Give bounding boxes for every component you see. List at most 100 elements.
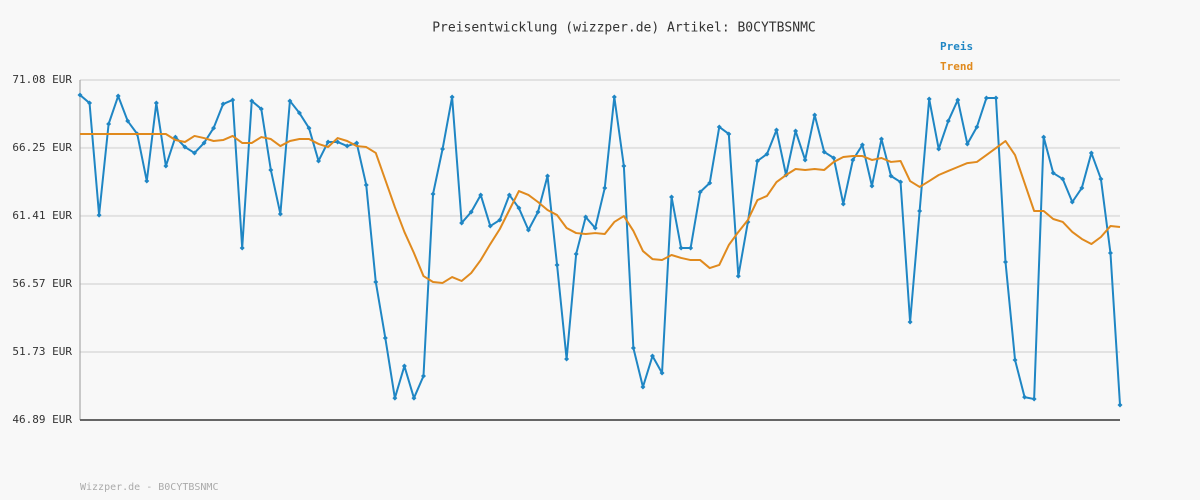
data-point bbox=[306, 125, 312, 131]
data-point bbox=[573, 251, 579, 257]
data-point bbox=[649, 353, 655, 359]
data-point bbox=[239, 245, 245, 251]
data-point bbox=[392, 395, 398, 401]
data-point bbox=[936, 146, 942, 152]
data-point bbox=[153, 100, 159, 106]
data-point bbox=[602, 185, 608, 191]
data-point bbox=[468, 209, 474, 215]
data-point bbox=[583, 214, 589, 220]
data-point bbox=[707, 180, 713, 186]
data-point bbox=[926, 96, 932, 102]
data-point bbox=[268, 167, 274, 173]
data-point bbox=[764, 151, 770, 157]
y-tick-label: 56.57 EUR bbox=[12, 277, 72, 290]
y-tick-label: 46.89 EUR bbox=[12, 413, 72, 426]
data-point bbox=[449, 94, 455, 100]
data-point bbox=[1088, 150, 1094, 156]
data-point bbox=[850, 157, 856, 163]
data-point bbox=[697, 189, 703, 195]
data-point bbox=[516, 205, 522, 211]
data-point bbox=[545, 173, 551, 179]
data-point bbox=[144, 178, 150, 184]
data-point bbox=[191, 150, 197, 156]
data-point bbox=[535, 209, 541, 215]
data-point bbox=[831, 155, 837, 161]
y-tick-label: 61.41 EUR bbox=[12, 209, 72, 222]
data-point bbox=[1022, 394, 1028, 400]
data-point bbox=[859, 142, 865, 148]
data-point bbox=[1041, 134, 1047, 140]
data-point bbox=[487, 223, 493, 229]
data-point bbox=[840, 201, 846, 207]
data-point bbox=[774, 127, 780, 133]
data-point bbox=[430, 191, 436, 197]
data-point bbox=[554, 262, 560, 268]
data-point bbox=[974, 124, 980, 130]
data-point bbox=[287, 98, 293, 104]
data-point bbox=[983, 95, 989, 101]
data-point bbox=[888, 173, 894, 179]
data-point bbox=[201, 140, 207, 146]
data-point bbox=[564, 356, 570, 362]
data-point bbox=[993, 95, 999, 101]
data-point bbox=[1098, 176, 1104, 182]
data-point bbox=[440, 146, 446, 152]
data-point bbox=[497, 217, 503, 223]
data-point bbox=[325, 139, 331, 145]
legend-entry: Trend bbox=[940, 60, 973, 73]
data-point bbox=[955, 97, 961, 103]
data-point bbox=[1012, 357, 1018, 363]
series-line bbox=[79, 94, 1121, 406]
data-point bbox=[917, 208, 923, 214]
data-point bbox=[869, 183, 875, 189]
data-point bbox=[1060, 176, 1066, 182]
data-point bbox=[363, 182, 369, 188]
data-point bbox=[220, 101, 226, 107]
data-point bbox=[945, 118, 951, 124]
data-point bbox=[964, 141, 970, 147]
data-point bbox=[316, 158, 322, 164]
data-point bbox=[630, 345, 636, 351]
data-point bbox=[125, 118, 131, 124]
data-point bbox=[344, 143, 350, 149]
data-point bbox=[793, 128, 799, 134]
data-point bbox=[1079, 185, 1085, 191]
chart-title: Preisentwicklung (wizzper.de) Artikel: B… bbox=[432, 21, 816, 36]
data-point bbox=[258, 106, 264, 112]
data-point bbox=[592, 225, 598, 231]
data-point bbox=[401, 363, 407, 369]
data-point bbox=[373, 279, 379, 285]
data-point bbox=[411, 395, 417, 401]
y-tick-label: 51.73 EUR bbox=[12, 345, 72, 358]
data-point bbox=[621, 163, 627, 169]
data-point bbox=[182, 144, 188, 150]
data-point bbox=[878, 136, 884, 142]
footer: Wizzper.de - B0CYTBSNMC bbox=[80, 482, 218, 493]
data-point bbox=[1003, 259, 1009, 265]
data-point bbox=[659, 370, 665, 376]
data-point bbox=[249, 98, 255, 104]
data-point bbox=[821, 149, 827, 155]
data-point bbox=[277, 211, 283, 217]
data-point bbox=[669, 194, 675, 200]
data-point bbox=[735, 273, 741, 279]
data-point bbox=[459, 220, 465, 226]
data-point bbox=[726, 131, 732, 137]
data-point bbox=[640, 384, 646, 390]
data-point bbox=[678, 245, 684, 251]
data-point bbox=[115, 93, 121, 99]
data-point bbox=[688, 245, 694, 251]
series-line bbox=[80, 132, 1121, 284]
data-point bbox=[506, 192, 512, 198]
data-point bbox=[898, 179, 904, 185]
data-point bbox=[754, 158, 760, 164]
data-point bbox=[230, 97, 236, 103]
data-point bbox=[1031, 396, 1037, 402]
data-point bbox=[802, 157, 808, 163]
data-point bbox=[812, 112, 818, 118]
data-point bbox=[716, 124, 722, 130]
data-point bbox=[1050, 170, 1056, 176]
data-point bbox=[382, 335, 388, 341]
